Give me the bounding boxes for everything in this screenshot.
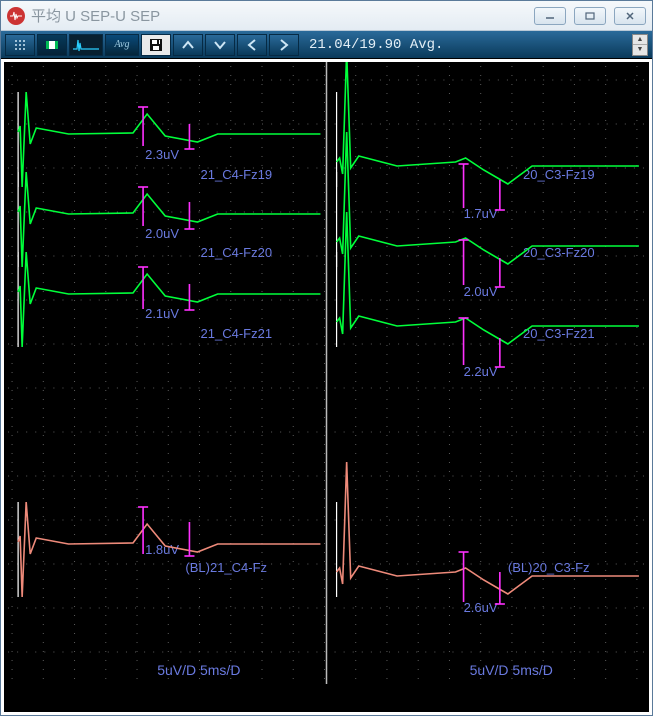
titlebar: 平均 U SEP-U SEP [1, 1, 652, 31]
toolbar-mode-button[interactable] [37, 34, 67, 56]
toolbar-prev-button[interactable] [237, 34, 267, 56]
toolbar-avg-button[interactable]: Avg [105, 34, 139, 56]
app-icon [7, 7, 25, 25]
maximize-button[interactable] [574, 7, 606, 25]
minimize-button[interactable] [534, 7, 566, 25]
toolbar: Avg 21.04/19.90 Avg. ▲ ▼ [1, 31, 652, 59]
toolbar-waveform-button[interactable] [69, 34, 103, 56]
toolbar-grip[interactable] [5, 34, 35, 56]
toolbar-save-button[interactable] [141, 34, 171, 56]
toolbar-scroll[interactable]: ▲ ▼ [632, 34, 648, 56]
scroll-down-icon[interactable]: ▼ [633, 45, 647, 55]
toolbar-down-button[interactable] [205, 34, 235, 56]
scroll-up-icon[interactable]: ▲ [633, 35, 647, 46]
window-title: 平均 U SEP-U SEP [31, 5, 528, 26]
close-button[interactable] [614, 7, 646, 25]
toolbar-next-button[interactable] [269, 34, 299, 56]
toolbar-status: 21.04/19.90 Avg. [301, 37, 630, 53]
waveform-plot[interactable]: 2.3uV21_C4-Fz192.0uV21_C4-Fz202.1uV21_C4… [4, 62, 649, 712]
toolbar-up-button[interactable] [173, 34, 203, 56]
